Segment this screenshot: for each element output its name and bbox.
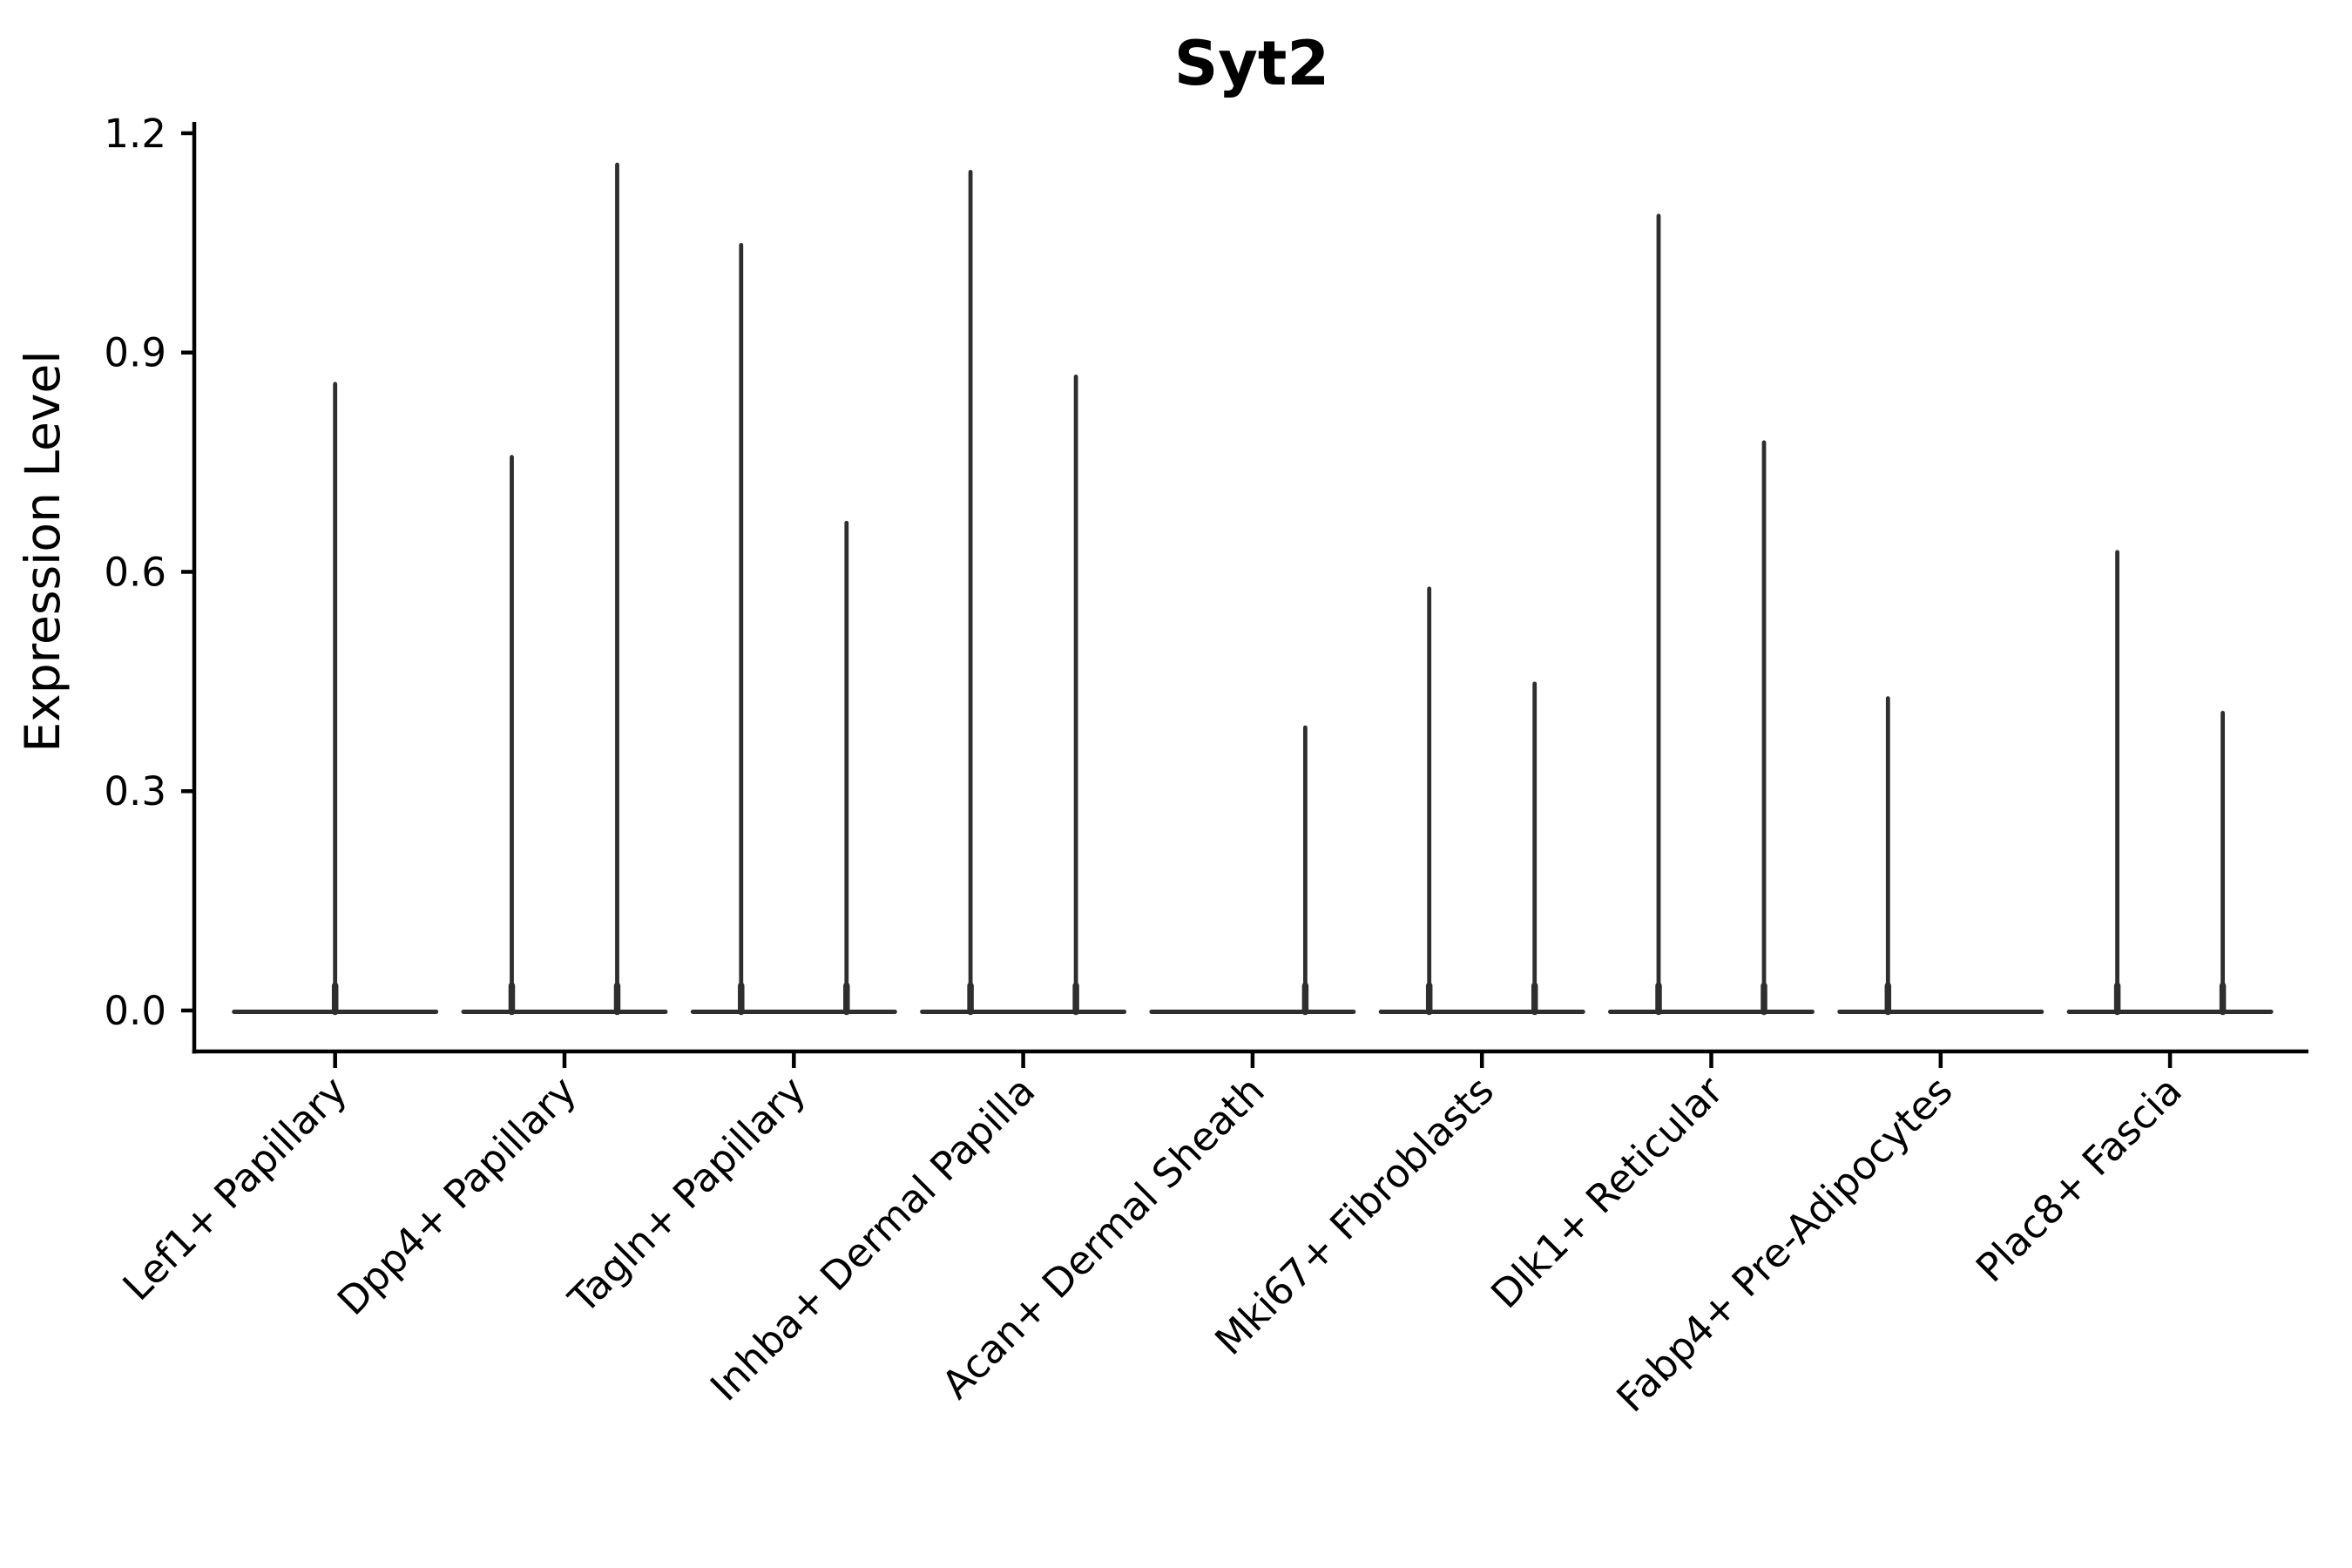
violin-category	[1149, 725, 1356, 1016]
y-tick-label: 0.0	[104, 988, 166, 1034]
violin-category	[690, 242, 897, 1016]
violins-layer	[232, 162, 2274, 1016]
y-axis-label: Expression Level	[15, 350, 71, 752]
y-tick-label: 1.2	[104, 111, 166, 157]
chart-title: Syt2	[1174, 28, 1329, 99]
y-tick-label: 0.6	[104, 549, 166, 595]
y-tick-label: 0.3	[104, 768, 166, 814]
y-tick-label: 0.9	[104, 330, 166, 376]
violin-category	[232, 382, 439, 1016]
violin-category	[1837, 696, 2044, 1016]
violin-category	[1608, 213, 1815, 1016]
violin-category	[2066, 550, 2274, 1016]
violin-category	[461, 162, 668, 1016]
violin-category	[920, 170, 1127, 1016]
y-axis-ticks: 0.0 0.3 0.6 0.9 1.2	[104, 111, 194, 1034]
violin-category	[1378, 586, 1585, 1016]
